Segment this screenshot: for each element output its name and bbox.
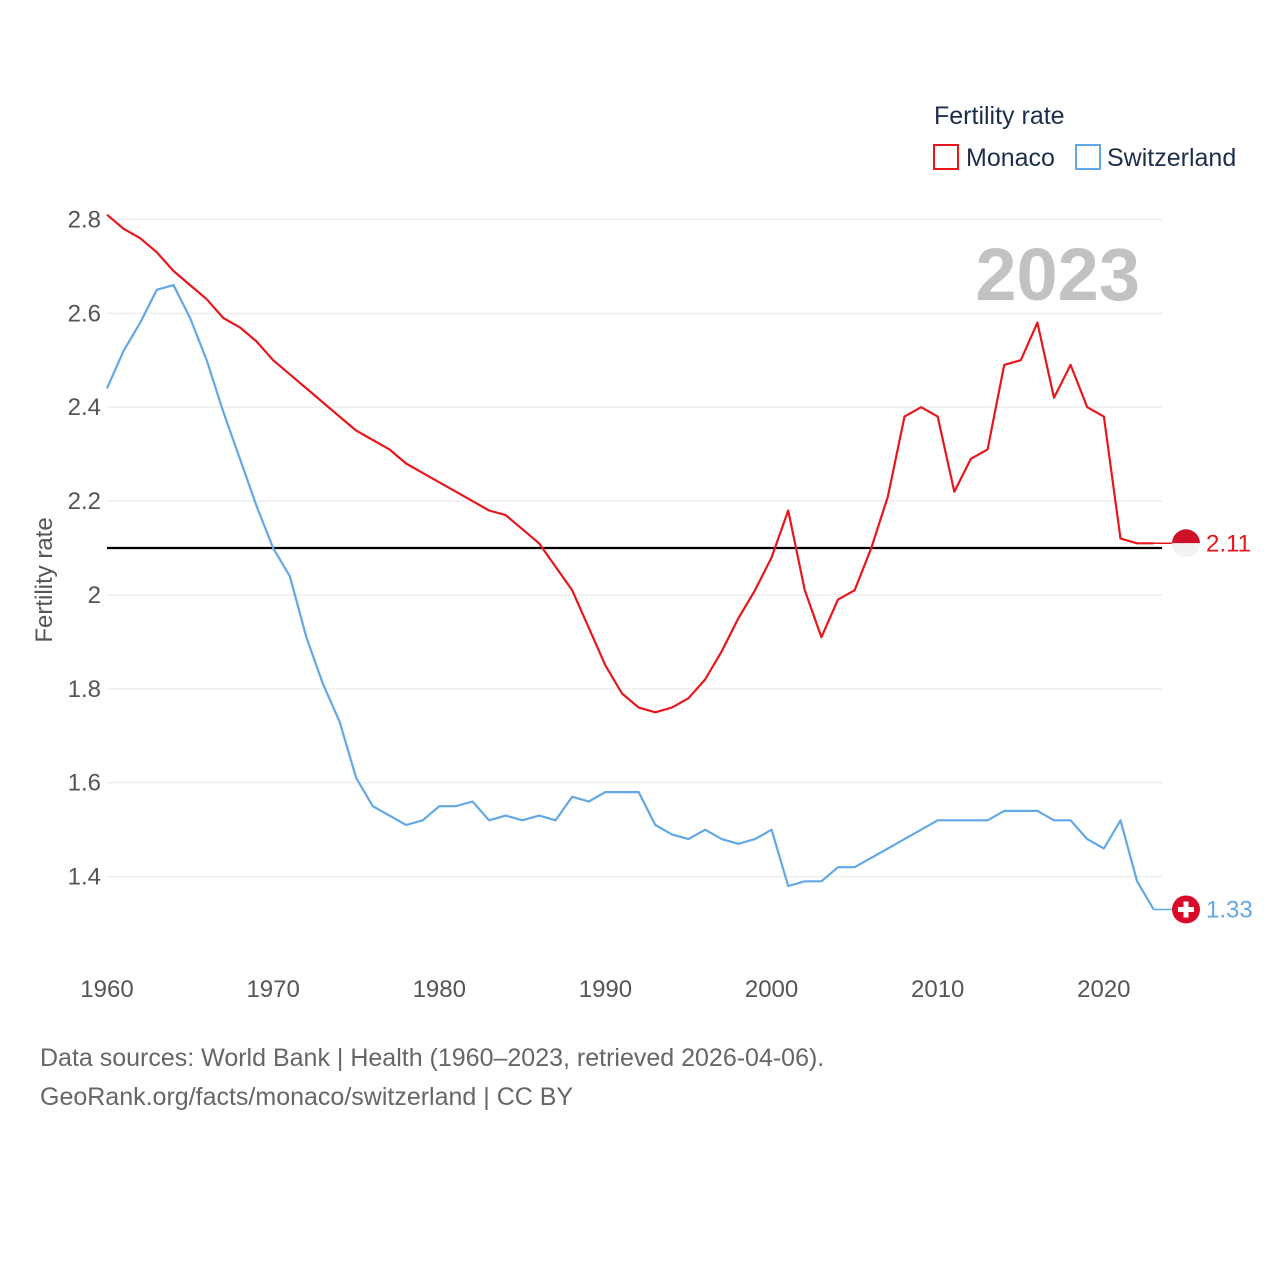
end-value-label-switzerland: 1.33 <box>1206 896 1253 923</box>
y-tick-label: 1.8 <box>68 676 101 703</box>
y-tick-label: 2.6 <box>68 300 101 327</box>
x-tick-label: 1990 <box>579 976 632 1003</box>
legend-label-switzerland[interactable]: Switzerland <box>1107 144 1236 172</box>
y-axis-ticks: 1.4 1.6 1.8 2 2.2 2.4 2.6 2.8 <box>68 206 101 890</box>
y-tick-label: 2 <box>88 582 101 609</box>
x-tick-label: 2000 <box>745 976 798 1003</box>
legend-label-monaco[interactable]: Monaco <box>966 144 1055 172</box>
flag-top-half <box>1172 529 1200 544</box>
y-tick-label: 1.4 <box>68 864 101 891</box>
y-tick-label: 2.2 <box>68 488 101 515</box>
source-line-2[interactable]: GeoRank.org/facts/monaco/switzerland | C… <box>40 1083 574 1111</box>
y-tick-label: 2.4 <box>68 394 101 421</box>
gridlines <box>107 218 1162 878</box>
series-lines <box>105 213 1155 911</box>
legend: Fertility rate Monaco Switzerland <box>933 102 1236 172</box>
y-tick-label: 1.6 <box>68 770 101 797</box>
x-tick-label: 1970 <box>246 976 299 1003</box>
monaco-flag-icon <box>1172 529 1200 558</box>
x-tick-label: 1980 <box>413 976 466 1003</box>
source-line-1: Data sources: World Bank | Health (1960–… <box>40 1044 825 1072</box>
x-tick-label: 2010 <box>911 976 964 1003</box>
series-line-switzerland[interactable] <box>105 284 1155 911</box>
series-line-monaco[interactable] <box>106 213 1154 714</box>
end-value-label-monaco: 2.11 <box>1206 530 1251 557</box>
legend-swatch-switzerland <box>1075 144 1101 170</box>
legend-swatch-monaco <box>933 144 959 170</box>
switzerland-flag-icon <box>1172 895 1200 924</box>
y-tick-label: 2.8 <box>68 206 101 233</box>
x-tick-label: 2020 <box>1077 976 1130 1003</box>
series-end-markers: 2.11 1.33 <box>1153 529 1253 924</box>
flag-cross-vertical <box>1183 901 1189 918</box>
x-axis-ticks: 1960 1970 1980 1990 2000 2010 2020 <box>80 976 1130 1003</box>
x-tick-label: 1960 <box>80 976 133 1003</box>
year-watermark: 2023 <box>975 233 1140 316</box>
legend-title: Fertility rate <box>934 102 1065 130</box>
flag-bottom-half <box>1172 543 1200 558</box>
y-axis-title: Fertility rate <box>31 517 58 642</box>
